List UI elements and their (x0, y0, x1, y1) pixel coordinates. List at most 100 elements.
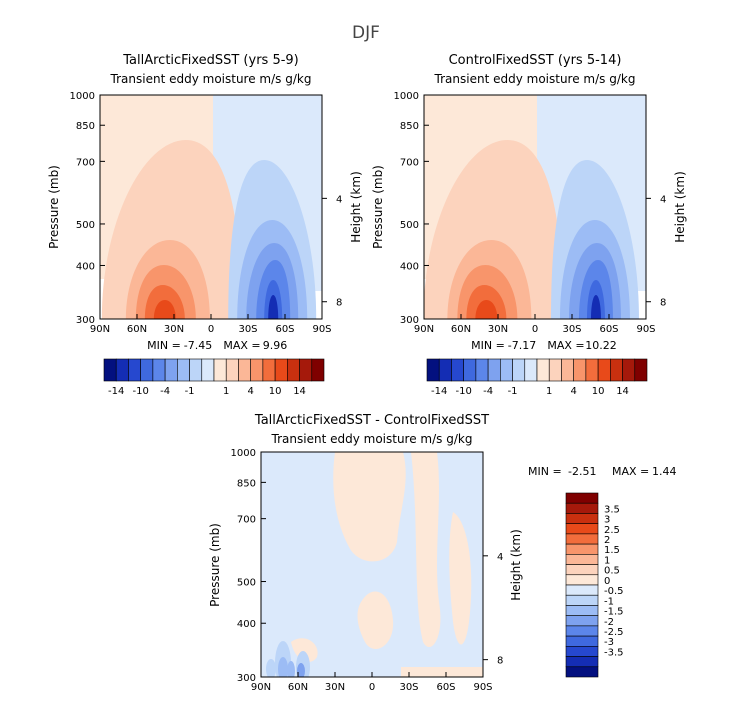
page-title: DJF (352, 23, 380, 43)
colorbar-label: -10 (132, 386, 148, 397)
x-tick-label: 90N (251, 682, 271, 693)
colorbar-label: -10 (455, 386, 471, 397)
diff-cool-contour-4 (297, 663, 305, 677)
colorbar-swatch (565, 513, 599, 524)
panel-diff-y2label: Height (km) (509, 529, 523, 600)
colorbar-label: -1 (185, 386, 195, 397)
diff-warm-band (401, 667, 483, 677)
y2-tick-label: 4 (497, 552, 503, 563)
colorbar-swatch (565, 594, 599, 606)
diff-warm-contour-2 (411, 452, 441, 648)
colorbar-swatch (451, 358, 464, 382)
colorbar-label: 1 (223, 386, 229, 397)
panel-diff-min-label: MIN = (528, 465, 562, 478)
colorbar-swatch (565, 533, 599, 545)
diff-warm-contour-4 (449, 512, 472, 645)
panel-control-max-label: MAX = (547, 339, 584, 352)
x-tick-label: 30N (325, 682, 345, 693)
colorbar-swatch (512, 358, 526, 382)
x-tick-label: 60S (436, 682, 455, 693)
panel-tall-axes: 90N 60N 30N 0 30S 60S 90S 300 400 500 700 850 1000 8 4 (70, 91, 343, 335)
colorbar-label: -1.5 (604, 607, 624, 618)
colorbar-swatch (573, 358, 587, 382)
colorbar-label: -3.5 (604, 647, 624, 658)
colorbar-swatch (426, 358, 440, 382)
panel-control-y2label: Height (km) (673, 171, 687, 242)
panel-control-max-value: 10.22 (585, 339, 617, 352)
colorbar-label: -1 (604, 596, 614, 607)
y-tick-label: 500 (400, 220, 419, 231)
colorbar-swatch (548, 358, 562, 382)
cool-contour-6 (268, 295, 279, 319)
colorbar-label: 2.5 (604, 525, 620, 536)
colorbar-swatch (299, 358, 313, 382)
panel-control: ControlFixedSST (yrs 5-14) Transient edd… (371, 53, 687, 397)
panel-diff-colorbar: 3.532.521.510.50-0.5-1-1.5-2-2.5-3-3.5 (565, 492, 624, 678)
colorbar-swatch (565, 666, 599, 678)
colorbar-swatch (565, 635, 599, 647)
colorbar-label: 10 (592, 386, 605, 397)
colorbar-swatch (565, 646, 599, 657)
colorbar-swatch (565, 656, 599, 668)
colorbar-swatch (524, 358, 538, 382)
y-tick-label: 850 (76, 121, 95, 132)
diff-warm-contour-5 (291, 638, 318, 662)
colorbar-swatch (311, 358, 325, 382)
colorbar-swatch (140, 358, 154, 382)
colorbar-label: -2.5 (604, 627, 624, 638)
panel-tall-ylabel: Pressure (mb) (47, 165, 61, 249)
y-tick-label: 400 (400, 261, 419, 272)
y-tick-label: 300 (237, 673, 256, 684)
diff-warm-contour-3 (357, 591, 394, 649)
x-tick-label: 60S (275, 324, 294, 335)
colorbar-label: -1 (508, 386, 518, 397)
diff-cool-contour-6 (266, 659, 276, 677)
colorbar-label: -2 (604, 617, 614, 628)
y-tick-label: 1000 (70, 91, 95, 102)
y-tick-label: 400 (76, 261, 95, 272)
x-tick-label: 60N (451, 324, 471, 335)
field-masked-terrain (638, 291, 646, 319)
colorbar-label: -14 (108, 386, 124, 397)
colorbar-swatch (536, 358, 550, 382)
panel-diff-max-value: 1.44 (652, 465, 677, 478)
y2-tick-label: 8 (336, 298, 342, 309)
warm-contour-5 (153, 300, 176, 319)
y-tick-label: 500 (237, 578, 256, 589)
y-tick-label: 850 (237, 478, 256, 489)
colorbar-swatch (500, 358, 513, 382)
colorbar-swatch (274, 358, 288, 382)
colorbar-label: -0.5 (604, 586, 624, 597)
colorbar-swatch (610, 358, 623, 382)
colorbar-swatch (561, 358, 574, 382)
colorbar-swatch (152, 358, 166, 382)
colorbar-swatch (128, 358, 141, 382)
panel-control-ylabel: Pressure (mb) (371, 165, 385, 249)
x-tick-label: 0 (532, 324, 538, 335)
colorbar-swatch (565, 543, 599, 555)
x-tick-label: 90N (90, 324, 110, 335)
colorbar-swatch (115, 358, 129, 382)
colorbar-label: -3 (604, 637, 614, 648)
x-tick-label: 90S (473, 682, 492, 693)
colorbar-label: -4 (483, 386, 493, 397)
colorbar-swatch (597, 358, 611, 382)
x-tick-label: 60N (127, 324, 147, 335)
panel-diff-subtitle: Transient eddy moisture m/s g/kg (271, 432, 473, 446)
colorbar-swatch (565, 574, 599, 586)
x-tick-label: 30N (488, 324, 508, 335)
panel-diff: TallArcticFixedSST - ControlFixedSST Tra… (208, 413, 677, 693)
panel-tall-subtitle: Transient eddy moisture m/s g/kg (110, 72, 312, 86)
panel-diff-contours (261, 452, 483, 677)
colorbar-swatch (634, 358, 648, 382)
colorbar-swatch (164, 358, 178, 382)
warm-contour-5 (475, 300, 498, 319)
colorbar-label: 3 (604, 515, 610, 526)
x-tick-label: 60N (288, 682, 308, 693)
y-tick-label: 700 (76, 157, 95, 168)
x-tick-label: 30S (562, 324, 581, 335)
panel-control-contours (424, 95, 646, 319)
colorbar-label: 0 (604, 576, 610, 587)
colorbar-label: 3.5 (604, 504, 620, 515)
